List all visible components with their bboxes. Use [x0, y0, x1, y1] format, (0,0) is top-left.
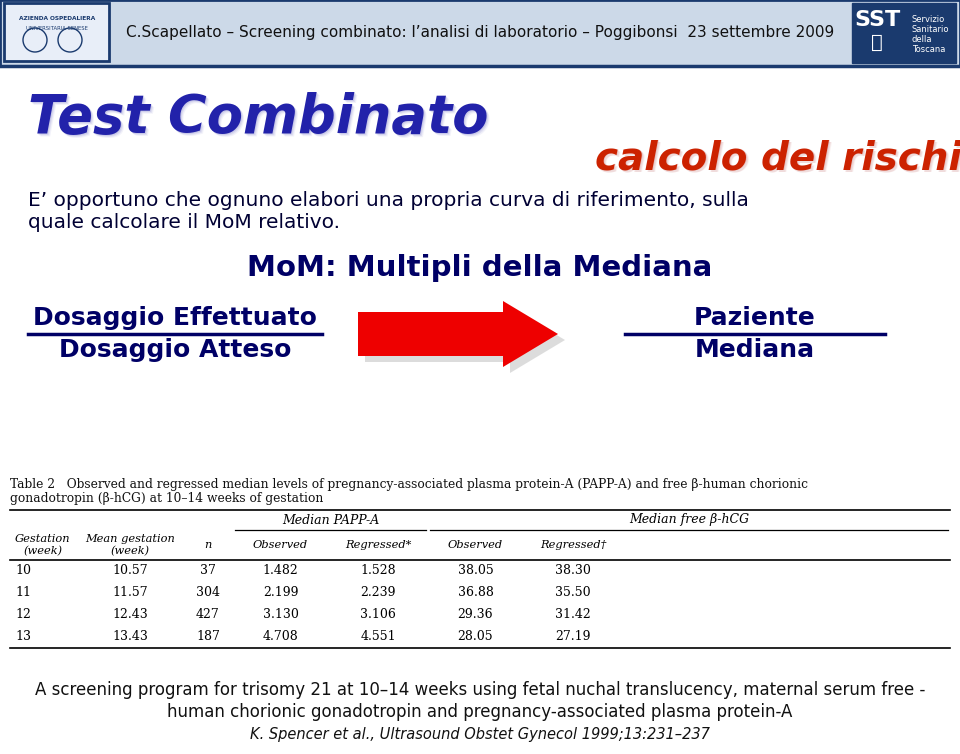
Text: Regressed*: Regressed* [345, 540, 411, 550]
Text: Mediana: Mediana [695, 338, 815, 362]
Text: 304: 304 [196, 587, 220, 599]
Text: K. Spencer et al., Ultrasound Obstet Gynecol 1999;13:231–237: K. Spencer et al., Ultrasound Obstet Gyn… [250, 727, 710, 741]
Text: 3.130: 3.130 [263, 608, 299, 621]
Text: quale calcolare il MoM relativo.: quale calcolare il MoM relativo. [28, 213, 340, 231]
Text: SST: SST [853, 10, 900, 30]
Text: Median free β-hCG: Median free β-hCG [629, 513, 749, 526]
Text: 2.199: 2.199 [263, 587, 299, 599]
Text: Test Combinato: Test Combinato [30, 94, 491, 146]
Text: Observed: Observed [252, 540, 308, 550]
FancyArrow shape [358, 301, 558, 367]
Text: 1.528: 1.528 [360, 565, 396, 578]
Text: 427: 427 [196, 608, 220, 621]
Text: Observed: Observed [448, 540, 503, 550]
Text: Paziente: Paziente [694, 306, 816, 330]
Text: Sanitario: Sanitario [912, 26, 949, 35]
Text: Median PAPP-A: Median PAPP-A [282, 513, 379, 526]
Text: 37: 37 [200, 565, 216, 578]
Text: Dosaggio Effettuato: Dosaggio Effettuato [33, 306, 317, 330]
Text: Toscana: Toscana [912, 45, 946, 54]
Text: 29.36: 29.36 [458, 608, 493, 621]
FancyBboxPatch shape [0, 0, 960, 66]
Text: UNIVERSITARIA SENESE: UNIVERSITARIA SENESE [26, 26, 88, 30]
Text: 10.57: 10.57 [112, 565, 148, 578]
Text: Gestation
(week): Gestation (week) [15, 534, 71, 556]
Text: 13.43: 13.43 [112, 630, 149, 643]
Text: Test Combinato: Test Combinato [29, 93, 490, 145]
Text: Mean gestation
(week): Mean gestation (week) [85, 534, 176, 556]
Text: 10: 10 [15, 565, 31, 578]
Text: 38.30: 38.30 [555, 565, 591, 578]
Text: calcolo del rischio: calcolo del rischio [598, 142, 960, 180]
Text: gonadotropin (β-hCG) at 10–14 weeks of gestation: gonadotropin (β-hCG) at 10–14 weeks of g… [10, 492, 324, 505]
Text: 4.708: 4.708 [263, 630, 299, 643]
Text: della: della [912, 35, 932, 44]
Text: 1.482: 1.482 [263, 565, 299, 578]
Text: 🏃: 🏃 [871, 32, 883, 51]
Text: calcolo del rischio: calcolo del rischio [596, 140, 960, 178]
Text: AZIENDA OSPEDALIERA: AZIENDA OSPEDALIERA [19, 16, 95, 20]
Text: 11.57: 11.57 [112, 587, 148, 599]
Text: calcolo del rischio: calcolo del rischio [595, 139, 960, 177]
Text: Test Combinato: Test Combinato [28, 92, 489, 144]
Text: human chorionic gonadotropin and pregnancy-associated plasma protein-A: human chorionic gonadotropin and pregnan… [167, 703, 793, 721]
Text: C.Scapellato – Screening combinato: l’analisi di laboratorio – Poggibonsi  23 se: C.Scapellato – Screening combinato: l’an… [126, 26, 834, 41]
Text: Dosaggio Atteso: Dosaggio Atteso [59, 338, 291, 362]
Text: n: n [204, 540, 212, 550]
Text: 27.19: 27.19 [555, 630, 590, 643]
Text: 31.42: 31.42 [555, 608, 590, 621]
Text: 187: 187 [196, 630, 220, 643]
Text: 38.05: 38.05 [458, 565, 493, 578]
Text: 28.05: 28.05 [458, 630, 493, 643]
Text: E’ opportuno che ognuno elabori una propria curva di riferimento, sulla: E’ opportuno che ognuno elabori una prop… [28, 191, 749, 210]
FancyBboxPatch shape [4, 3, 109, 61]
FancyBboxPatch shape [852, 3, 956, 63]
Text: Table 2   Observed and regressed median levels of pregnancy-associated plasma pr: Table 2 Observed and regressed median le… [10, 478, 808, 491]
Text: Servizio: Servizio [912, 16, 946, 24]
Text: 4.551: 4.551 [360, 630, 396, 643]
Text: 12.43: 12.43 [112, 608, 149, 621]
FancyArrow shape [365, 307, 565, 373]
Text: Regressed†: Regressed† [540, 540, 606, 550]
Text: 3.106: 3.106 [360, 608, 396, 621]
Text: 11: 11 [15, 587, 31, 599]
Text: 2.239: 2.239 [360, 587, 396, 599]
Text: MoM: Multipli della Mediana: MoM: Multipli della Mediana [248, 254, 712, 282]
Text: Test Combinato: Test Combinato [31, 95, 492, 147]
Text: 36.88: 36.88 [458, 587, 493, 599]
Text: 35.50: 35.50 [555, 587, 590, 599]
Text: calcolo del rischio: calcolo del rischio [597, 141, 960, 179]
Text: A screening program for trisomy 21 at 10–14 weeks using fetal nuchal translucenc: A screening program for trisomy 21 at 10… [35, 681, 925, 699]
Text: 13: 13 [15, 630, 31, 643]
Text: 12: 12 [15, 608, 31, 621]
